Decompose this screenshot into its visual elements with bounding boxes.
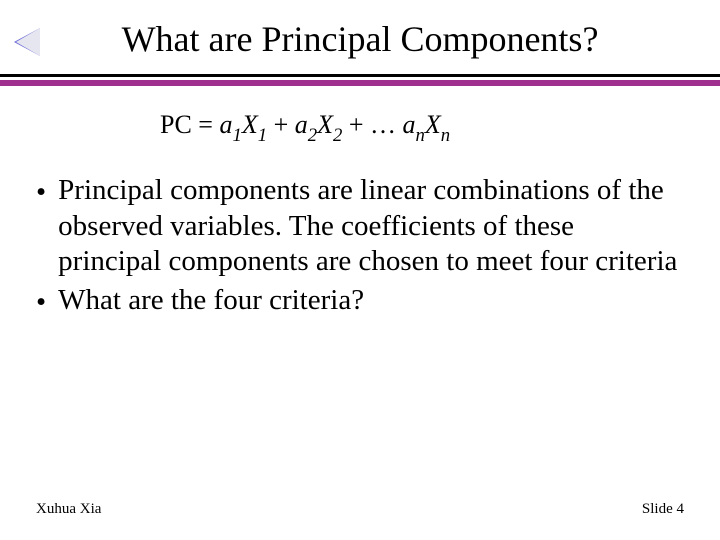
rule-thin — [0, 74, 720, 77]
title-rule — [0, 74, 720, 86]
footer-slide-number: Slide 4 — [642, 501, 684, 518]
bullet-dot-icon: • — [36, 285, 46, 320]
bullet-dot-icon: • — [36, 175, 46, 210]
bullet-text: What are the four criteria? — [58, 283, 680, 318]
bullet-item: • What are the four criteria? — [36, 283, 680, 320]
bullet-list: • Principal components are linear combina… — [0, 173, 720, 321]
prev-arrow-icon[interactable] — [14, 28, 40, 56]
bullet-item: • Principal components are linear combina… — [36, 173, 680, 279]
bullet-text: Principal components are linear combinat… — [58, 173, 680, 279]
slide-title: What are Principal Components? — [0, 0, 720, 70]
rule-thick — [0, 80, 720, 86]
footer-author: Xuhua Xia — [36, 501, 101, 518]
slide: What are Principal Components? PC = a1X1… — [0, 0, 720, 540]
pc-equation: PC = a1X1 + a2X2 + … anXn — [160, 110, 720, 145]
